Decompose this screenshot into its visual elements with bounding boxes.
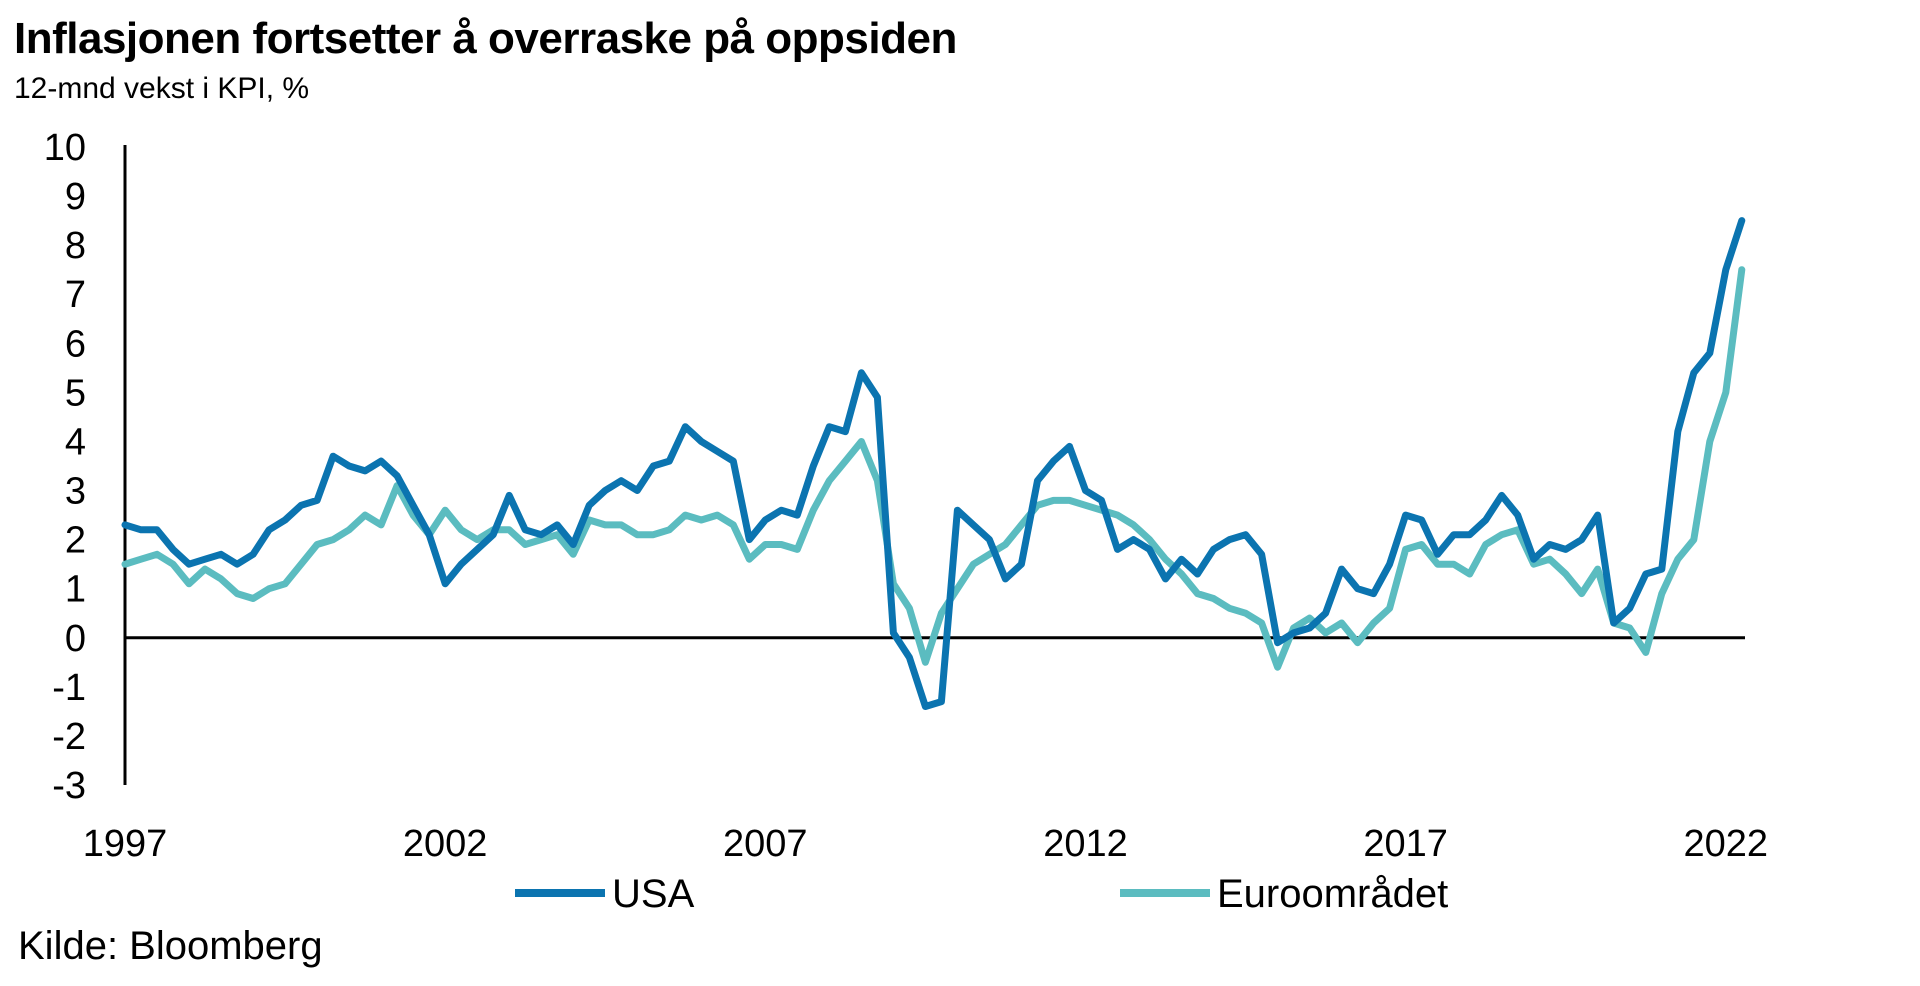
x-tick-label: 2007 bbox=[723, 823, 808, 865]
x-tick-label: 2002 bbox=[403, 823, 488, 865]
legend-label: USA bbox=[612, 872, 695, 916]
y-tick-label: 1 bbox=[65, 569, 86, 611]
chart-title: Inflasjonen fortsetter å overraske på op… bbox=[14, 14, 957, 63]
x-tick-label: 2012 bbox=[1043, 823, 1128, 865]
y-tick-label: 10 bbox=[44, 127, 86, 169]
y-tick-label: 3 bbox=[65, 471, 86, 513]
x-axis-ticks: 1997 2002 2007 2012 2017 2022 bbox=[83, 823, 1768, 865]
series-line-euroomradet bbox=[121, 266, 1746, 671]
y-tick-label: -2 bbox=[52, 716, 86, 758]
y-tick-label: 4 bbox=[65, 421, 86, 463]
y-tick-label: 7 bbox=[65, 274, 86, 316]
source-note: Kilde: Bloomberg bbox=[18, 924, 323, 968]
legend: USA Euroområdet bbox=[515, 872, 1448, 916]
y-tick-label: 8 bbox=[65, 225, 86, 267]
y-tick-label: -3 bbox=[52, 765, 86, 807]
y-tick-label: -1 bbox=[52, 667, 86, 709]
x-tick-label: 2017 bbox=[1363, 823, 1448, 865]
chart-subtitle: 12-mnd vekst i KPI, % bbox=[14, 72, 310, 105]
y-tick-label: 0 bbox=[65, 618, 86, 660]
series-line-usa bbox=[121, 217, 1746, 710]
y-tick-label: 5 bbox=[65, 372, 86, 414]
y-tick-label: 6 bbox=[65, 323, 86, 365]
x-tick-label: 2022 bbox=[1684, 823, 1769, 865]
legend-label: Euroområdet bbox=[1217, 872, 1448, 916]
y-tick-label: 2 bbox=[65, 520, 86, 562]
x-tick-label: 1997 bbox=[83, 823, 168, 865]
y-tick-label: 9 bbox=[65, 176, 86, 218]
series-lines bbox=[121, 217, 1746, 710]
